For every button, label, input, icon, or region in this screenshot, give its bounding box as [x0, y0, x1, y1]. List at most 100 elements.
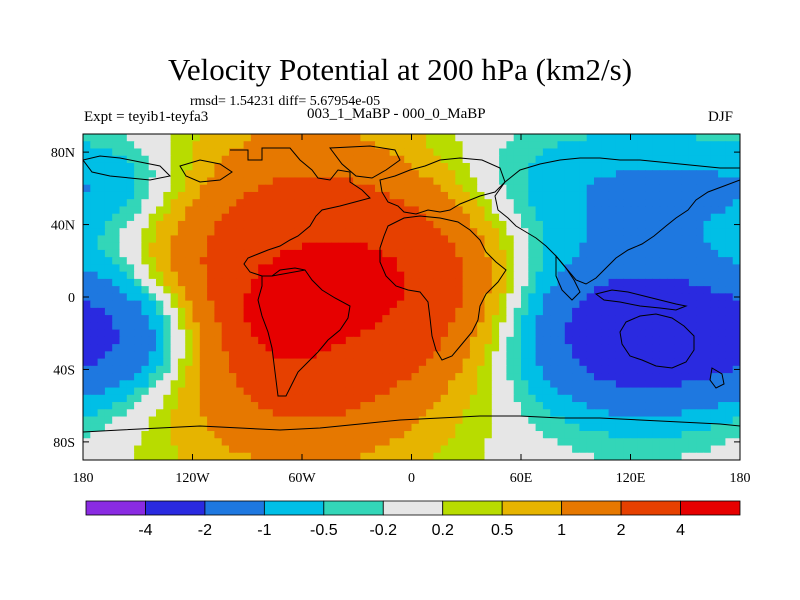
field-cell: [484, 329, 493, 338]
field-cell: [199, 249, 208, 258]
field-cell: [521, 365, 529, 374]
field-cell: [594, 445, 602, 454]
field-cell: [316, 242, 325, 251]
field-cell: [667, 307, 675, 316]
field-cell: [696, 249, 705, 258]
field-cell: [586, 141, 595, 150]
field-cell: [272, 220, 281, 229]
field-cell: [229, 402, 237, 410]
field-cell: [404, 380, 413, 389]
field-cell: [214, 162, 223, 171]
coastline-south-america: [257, 269, 351, 397]
field-cell: [221, 141, 230, 150]
field-cell: [338, 170, 347, 179]
field-cell: [83, 416, 91, 425]
field-cell: [134, 206, 142, 215]
field-cell: [353, 264, 361, 273]
field-cell: [221, 373, 230, 381]
field-cell: [513, 336, 522, 345]
field-cell: [148, 351, 157, 360]
field-cell: [236, 315, 245, 323]
field-cell: [645, 134, 653, 142]
field-cell: [411, 336, 420, 345]
field-cell: [221, 191, 230, 200]
field-cell: [404, 134, 413, 142]
field-cell: [659, 365, 668, 374]
field-cell: [353, 394, 361, 403]
field-cell: [513, 155, 522, 164]
field-cell: [448, 257, 456, 265]
field-cell: [177, 322, 186, 331]
field-cell: [119, 409, 128, 418]
field-cell: [623, 293, 632, 302]
field-cell: [177, 329, 186, 338]
coastline-australia: [619, 313, 695, 369]
field-cell: [316, 286, 325, 294]
field-cell: [287, 329, 296, 338]
field-cell: [440, 134, 449, 142]
field-cell: [141, 162, 150, 171]
field-cell: [674, 445, 683, 454]
field-cell: [97, 162, 106, 171]
y-tick-label: 0: [68, 291, 75, 306]
field-cell: [411, 278, 420, 287]
field-cell: [594, 336, 602, 345]
field-cell: [696, 177, 705, 186]
field-cell: [469, 170, 478, 179]
field-cell: [338, 264, 347, 273]
field-cell: [345, 148, 354, 157]
field-cell: [411, 300, 420, 309]
field-cell: [104, 271, 113, 280]
field-cell: [316, 184, 325, 193]
field-cell: [594, 257, 602, 265]
field-cell: [309, 170, 318, 179]
field-cell: [586, 416, 595, 425]
field-cell: [572, 141, 580, 150]
field-cell: [170, 409, 179, 418]
field-cell: [506, 315, 515, 323]
field-cell: [506, 235, 515, 244]
field-cell: [396, 199, 405, 208]
field-cell: [681, 315, 690, 323]
field-cell: [615, 235, 624, 244]
field-cell: [104, 431, 113, 439]
field-cell: [90, 402, 99, 410]
field-cell: [104, 373, 113, 381]
field-cell: [491, 235, 500, 244]
field-cell: [367, 220, 376, 229]
field-cell: [528, 438, 537, 447]
field-cell: [309, 365, 318, 374]
field-cell: [375, 141, 383, 150]
field-cell: [418, 431, 427, 439]
field-cell: [294, 199, 303, 208]
field-cell: [258, 184, 267, 193]
field-cell: [360, 170, 369, 179]
field-cell: [126, 148, 135, 157]
field-cell: [645, 162, 653, 171]
field-cell: [126, 402, 135, 410]
field-cell: [382, 235, 391, 244]
field-cell: [674, 322, 683, 331]
field-cell: [199, 257, 208, 265]
field-cell: [170, 358, 179, 367]
field-cell: [579, 162, 588, 171]
field-cell: [579, 286, 588, 294]
field-cell: [163, 199, 172, 208]
field-cell: [323, 409, 332, 418]
field-cell: [156, 242, 164, 251]
field-cell: [535, 286, 544, 294]
field-cell: [382, 206, 391, 215]
field-cell: [411, 184, 420, 193]
field-cell: [258, 249, 267, 258]
field-cell: [360, 249, 369, 258]
field-cell: [112, 199, 121, 208]
comparison-label: 003_1_MaBP - 000_0_MaBP: [307, 106, 486, 122]
field-cell: [338, 242, 347, 251]
field-cell: [564, 315, 573, 323]
field-cell: [250, 351, 259, 360]
field-cell: [309, 351, 318, 360]
field-cell: [185, 177, 194, 186]
field-cell: [367, 300, 376, 309]
field-cell: [718, 322, 726, 331]
field-cell: [572, 344, 580, 352]
